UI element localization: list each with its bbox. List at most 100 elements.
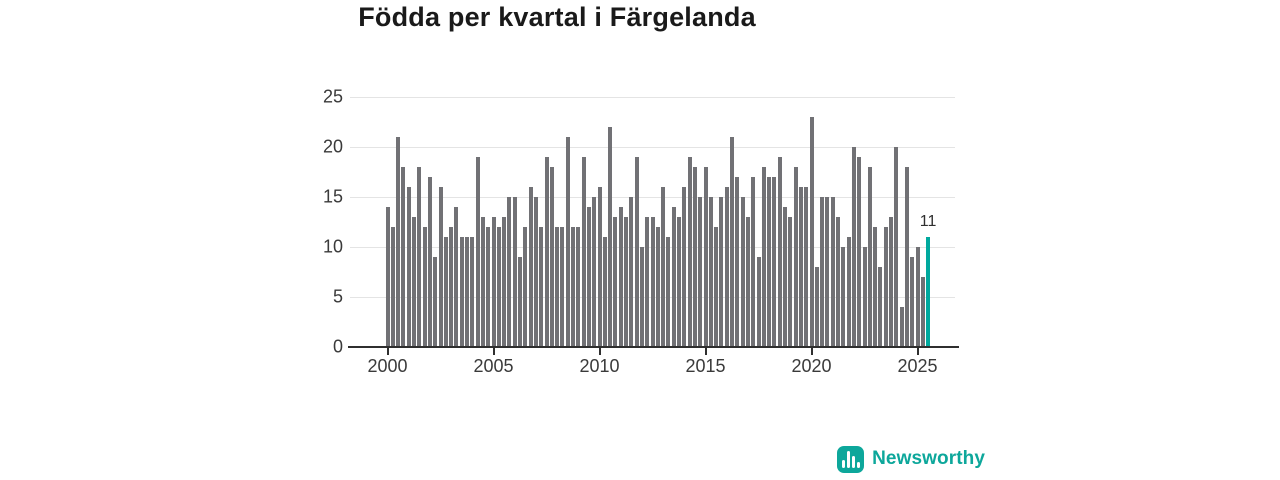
bar <box>666 237 671 347</box>
bar <box>899 307 904 347</box>
bar <box>502 217 507 347</box>
bar <box>677 217 681 347</box>
bar <box>915 247 920 347</box>
bar <box>422 227 427 347</box>
bar <box>730 137 734 347</box>
bar <box>740 197 745 347</box>
x-axis-label-2025: 2025 <box>897 356 938 376</box>
bar <box>634 157 639 347</box>
bar <box>602 237 607 347</box>
bar <box>698 197 703 347</box>
bar <box>761 167 766 347</box>
bar <box>449 227 454 347</box>
bar <box>565 137 570 347</box>
bar <box>756 257 761 347</box>
bar <box>777 157 782 347</box>
bar <box>581 157 586 347</box>
x-tick-2000 <box>386 348 389 355</box>
x-axis-label-2010: 2010 <box>579 356 620 376</box>
bar <box>692 167 697 347</box>
x-tick-2005 <box>492 348 495 355</box>
x-tick-2015 <box>704 348 707 355</box>
bar <box>608 127 613 347</box>
bar <box>385 207 390 347</box>
bar <box>528 187 533 347</box>
bar <box>783 207 787 347</box>
bar <box>719 197 724 347</box>
bar <box>862 247 867 347</box>
bar <box>454 207 459 347</box>
bar <box>857 157 862 347</box>
bar <box>867 167 872 347</box>
bar <box>809 117 814 347</box>
bar <box>624 217 628 347</box>
bar <box>390 227 395 347</box>
bar <box>518 257 522 347</box>
bar <box>904 167 909 347</box>
bar <box>475 157 480 347</box>
bar <box>539 227 544 347</box>
bar <box>836 217 840 347</box>
gridline-y-20 <box>350 147 955 148</box>
bar <box>703 167 708 347</box>
bar <box>878 267 883 347</box>
bar <box>714 227 719 347</box>
bar <box>873 227 878 347</box>
bar <box>406 187 411 347</box>
y-axis-label-20: 20 <box>322 136 343 157</box>
x-axis-label-2015: 2015 <box>685 356 726 376</box>
bar <box>629 197 634 347</box>
bar <box>841 247 846 347</box>
newsworthy-logo-text: Newsworthy <box>872 448 985 469</box>
bar <box>427 177 432 347</box>
y-axis-label-25: 25 <box>322 86 343 107</box>
bar <box>586 207 591 347</box>
bar <box>830 197 835 347</box>
bar <box>682 187 687 347</box>
bar <box>814 267 819 347</box>
bar <box>549 167 554 347</box>
bar <box>767 177 772 347</box>
bar <box>655 227 660 347</box>
bar <box>724 187 729 347</box>
bar <box>645 217 650 347</box>
bar <box>687 157 692 347</box>
bar <box>496 227 501 347</box>
bar <box>613 217 618 347</box>
bar <box>576 227 581 347</box>
bar-latest-quarter <box>926 237 931 347</box>
y-axis-label-5: 5 <box>332 286 343 307</box>
bar <box>708 197 713 347</box>
gridline-y-15 <box>350 197 955 198</box>
y-axis-label-15: 15 <box>322 186 343 207</box>
bar <box>920 277 925 347</box>
bar <box>883 227 888 347</box>
bar <box>560 227 565 347</box>
bar <box>533 197 538 347</box>
bar <box>470 237 475 347</box>
x-axis-label-2000: 2000 <box>367 356 408 376</box>
bar <box>751 177 756 347</box>
bar <box>894 147 899 347</box>
bar <box>772 177 777 347</box>
bar <box>745 217 750 347</box>
chart-title: Födda per kvartal i Färgelanda <box>358 2 756 32</box>
bar <box>571 227 575 347</box>
bar <box>735 177 740 347</box>
bar <box>788 217 793 347</box>
x-axis-label-2005: 2005 <box>473 356 514 376</box>
bar <box>412 217 416 347</box>
newsworthy-logo[interactable]: Newsworthy <box>837 444 985 474</box>
bar <box>804 187 809 347</box>
bar <box>401 167 406 347</box>
x-tick-2025 <box>916 348 919 355</box>
latest-value-annotation: 11 <box>919 213 937 230</box>
bar <box>889 217 893 347</box>
bar <box>443 237 448 347</box>
bar <box>798 187 803 347</box>
bar <box>459 237 464 347</box>
bar <box>396 137 401 347</box>
plot-area: 25 20 15 10 5 0 <box>323 87 955 357</box>
newsworthy-barchart-icon <box>837 445 865 473</box>
